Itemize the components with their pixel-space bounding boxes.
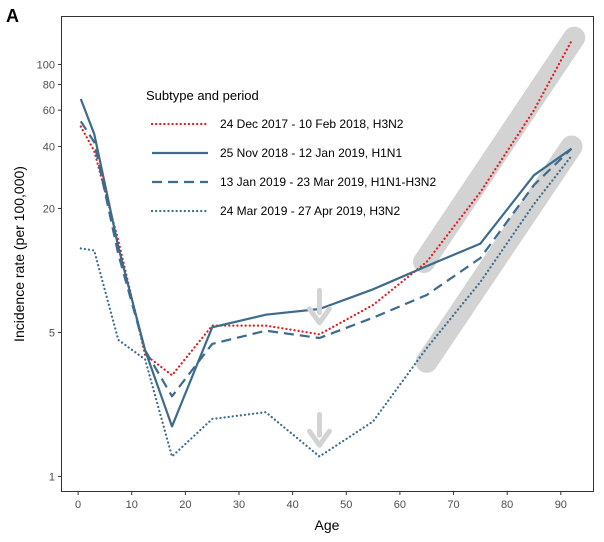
x-tick-label: 10 <box>126 499 138 511</box>
legend-label: 25 Nov 2018 - 12 Jan 2019, H1N1 <box>220 146 402 160</box>
x-tick-label: 90 <box>555 499 567 511</box>
x-axis: 0 10 20 30 40 50 60 70 80 90 <box>75 491 567 511</box>
y-axis-title: Incidence rate (per 100,000) <box>11 166 27 342</box>
panel-letter: A <box>6 6 19 26</box>
legend-item: 24 Dec 2017 - 10 Feb 2018, H3N2 <box>150 117 404 131</box>
annotation-arrows <box>306 287 332 448</box>
y-axis: 1 5 20 40 60 80 100 <box>37 59 62 483</box>
y-tick-label: 40 <box>43 141 55 153</box>
x-tick-label: 70 <box>447 499 459 511</box>
y-tick-label: 60 <box>43 105 55 117</box>
legend-item: 25 Nov 2018 - 12 Jan 2019, H1N1 <box>152 146 402 160</box>
x-tick-label: 40 <box>287 499 299 511</box>
x-tick-label: 0 <box>75 499 81 511</box>
legend-item: 24 Mar 2019 - 27 Apr 2019, H3N2 <box>150 204 400 218</box>
legend-label: 24 Dec 2017 - 10 Feb 2018, H3N2 <box>220 117 404 131</box>
y-tick-label: 20 <box>43 203 55 215</box>
series-line-3 <box>79 120 573 398</box>
plot-panel-border <box>61 16 594 492</box>
x-tick-label: 50 <box>340 499 352 511</box>
legend-title: Subtype and period <box>146 88 259 103</box>
x-tick-label: 80 <box>501 499 513 511</box>
legend: Subtype and period 24 Dec 2017 - 10 Feb … <box>146 88 436 218</box>
legend-label: 24 Mar 2019 - 27 Apr 2019, H3N2 <box>220 204 400 218</box>
y-tick-label: 100 <box>37 59 55 71</box>
x-tick-label: 20 <box>179 499 191 511</box>
y-tick-label: 5 <box>49 327 55 339</box>
legend-label: 13 Jan 2019 - 23 Mar 2019, H1N1-H3N2 <box>220 175 436 189</box>
highlight-bands <box>413 26 586 373</box>
series-layer <box>79 39 573 458</box>
x-axis-title: Age <box>315 517 340 533</box>
x-tick-label: 30 <box>233 499 245 511</box>
annotation-arrow-1 <box>306 287 332 326</box>
series-line-1 <box>79 39 573 377</box>
highlight-band-1 <box>413 26 586 273</box>
legend-item: 13 Jan 2019 - 23 Mar 2019, H1N1-H3N2 <box>152 175 436 189</box>
annotation-arrow-2 <box>306 411 332 448</box>
series-line-2 <box>79 98 573 428</box>
y-tick-label: 1 <box>49 471 55 483</box>
y-tick-label: 80 <box>43 79 55 91</box>
series-line-4 <box>79 154 573 458</box>
x-tick-label: 60 <box>394 499 406 511</box>
